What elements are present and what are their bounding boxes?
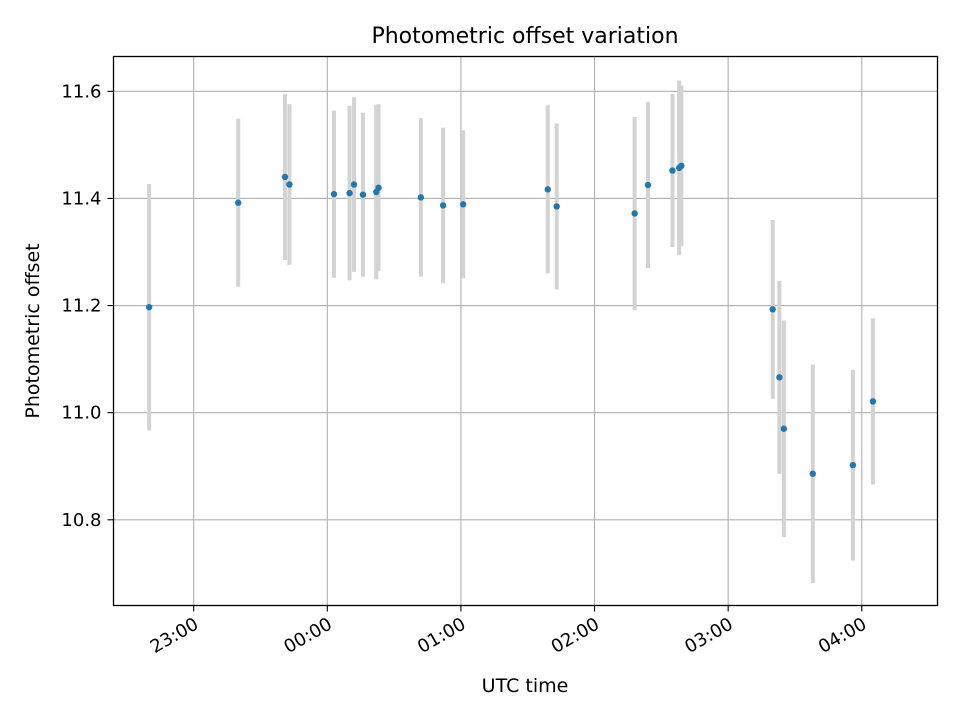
data-point — [780, 425, 788, 432]
y-axis-label: Photometric offset — [22, 243, 44, 418]
x-axis-label: UTC time — [482, 675, 569, 697]
data-point — [678, 162, 685, 169]
data-point — [809, 470, 816, 477]
data-point — [350, 181, 358, 188]
data-point — [281, 173, 289, 181]
data-point — [553, 203, 560, 210]
data-point — [849, 461, 857, 469]
y-tick-label: 10.8 — [61, 510, 101, 531]
chart-title: Photometric offset variation — [371, 24, 678, 49]
y-axis-ticks: 10.8 11.0 11.2 11.4 11.6 — [61, 81, 114, 531]
y-tick-label: 11.4 — [61, 188, 101, 209]
data-point — [869, 398, 877, 405]
y-tick-label: 11.0 — [61, 403, 101, 424]
y-tick-label: 11.2 — [61, 296, 101, 317]
data-point — [544, 186, 551, 193]
data-point — [359, 191, 367, 198]
data-point — [286, 181, 293, 188]
data-point — [235, 199, 242, 206]
data-point — [346, 189, 353, 197]
data-point — [769, 306, 776, 313]
data-point — [669, 167, 676, 174]
data-point — [417, 194, 425, 201]
data-point — [145, 303, 153, 311]
plot-frame — [112, 55, 939, 607]
data-point — [375, 184, 382, 191]
data-point — [776, 374, 783, 381]
data-point — [439, 202, 447, 209]
data-point — [330, 190, 338, 198]
data-point — [459, 201, 467, 208]
y-tick-label: 11.6 — [61, 81, 101, 102]
grid-lines — [113, 56, 938, 606]
data-point — [631, 210, 638, 217]
data-point — [644, 181, 652, 189]
data-points — [145, 162, 877, 477]
